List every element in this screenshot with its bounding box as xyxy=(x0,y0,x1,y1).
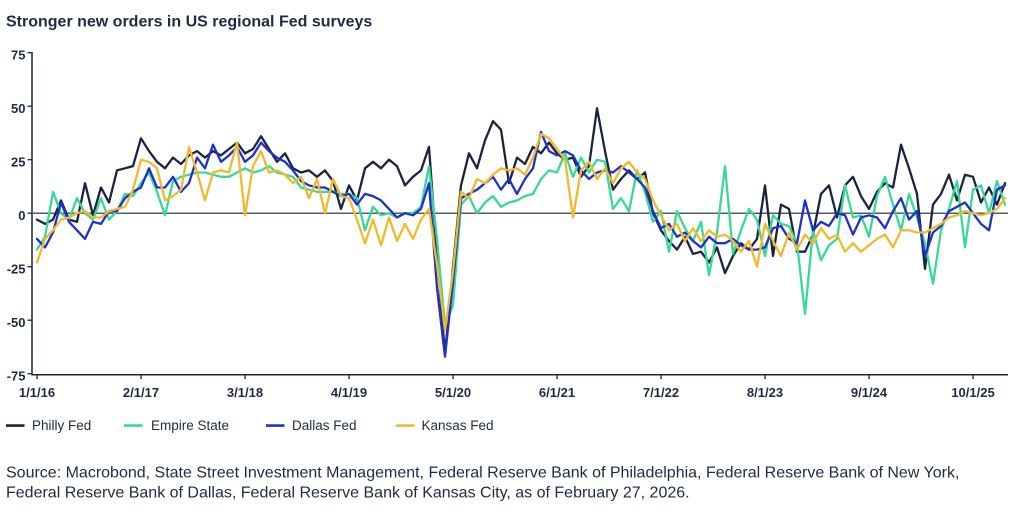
svg-text:-25: -25 xyxy=(7,262,26,277)
svg-text:-75: -75 xyxy=(7,369,26,384)
svg-text:Stronger new orders in US regi: Stronger new orders in US regional Fed s… xyxy=(6,14,372,31)
svg-text:25: 25 xyxy=(11,155,25,170)
svg-text:4/1/19: 4/1/19 xyxy=(331,385,367,400)
svg-text:Dallas Fed: Dallas Fed xyxy=(292,418,357,433)
svg-text:Empire State: Empire State xyxy=(151,418,229,433)
svg-text:50: 50 xyxy=(11,101,25,116)
svg-text:3/1/18: 3/1/18 xyxy=(227,385,263,400)
svg-text:1/1/16: 1/1/16 xyxy=(19,385,55,400)
svg-text:Federal Reserve Bank of Dallas: Federal Reserve Bank of Dallas, Federal … xyxy=(6,485,690,502)
svg-text:9/1/24: 9/1/24 xyxy=(851,385,888,400)
svg-text:7/1/22: 7/1/22 xyxy=(643,385,679,400)
svg-text:0: 0 xyxy=(18,208,25,223)
svg-text:-50: -50 xyxy=(7,315,26,330)
svg-text:6/1/21: 6/1/21 xyxy=(539,385,575,400)
svg-text:10/1/25: 10/1/25 xyxy=(951,385,994,400)
svg-text:Source: Macrobond, State Stree: Source: Macrobond, State Street Investme… xyxy=(6,465,959,482)
svg-text:Kansas Fed: Kansas Fed xyxy=(422,418,494,433)
svg-text:2/1/17: 2/1/17 xyxy=(123,385,159,400)
svg-text:5/1/20: 5/1/20 xyxy=(435,385,471,400)
svg-text:Philly Fed: Philly Fed xyxy=(32,418,91,433)
svg-text:8/1/23: 8/1/23 xyxy=(747,385,783,400)
svg-text:75: 75 xyxy=(11,48,25,63)
